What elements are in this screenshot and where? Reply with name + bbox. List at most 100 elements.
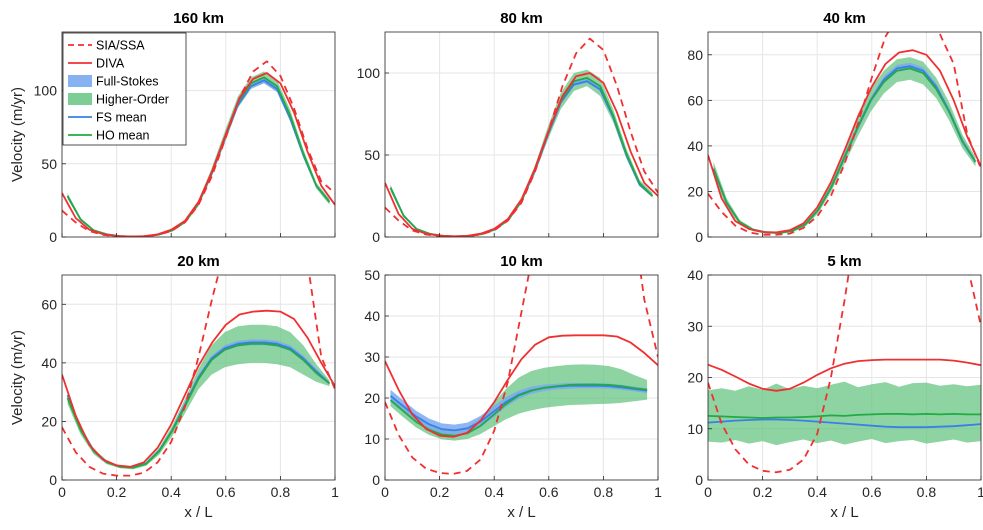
plot-area <box>62 60 335 237</box>
panel-title: 40 km <box>823 10 866 27</box>
y-tick-label: 80 <box>687 47 703 63</box>
y-tick-label: 60 <box>687 92 703 108</box>
chart-panel-4: 0 20 40 60 0 0.2 0.4 0.6 0.8 1 20 km x / L Velocity … <box>9 253 339 521</box>
y-tick-label: 100 <box>357 65 381 81</box>
x-tick-label: 0.6 <box>216 484 236 500</box>
panel-title: 80 km <box>500 10 543 27</box>
y-tick-label: 100 <box>34 83 58 99</box>
series-sia <box>62 275 335 477</box>
y-tick-label: 0 <box>695 472 703 488</box>
series-sia <box>62 60 335 237</box>
y-tick-label: 30 <box>364 349 380 365</box>
axes-box <box>61 274 336 481</box>
legend: SIA/SSA DIVA Full-Stokes Higher-Order FS mea… <box>62 32 187 146</box>
y-tick-label: 20 <box>364 390 380 406</box>
legend-label: FS mean <box>96 111 147 125</box>
x-tick-label: 0.8 <box>594 484 614 500</box>
x-axis-label: x / L <box>507 504 535 521</box>
y-tick-label: 40 <box>687 138 703 154</box>
x-tick-label: 0 <box>58 484 66 500</box>
chart-panel-6: 0 10 20 30 40 0 0.2 0.4 0.6 0.8 1 5 km x / L <box>687 253 983 521</box>
plot-area <box>708 32 981 236</box>
plot-area <box>385 275 658 475</box>
series-sia <box>708 32 981 236</box>
axes-box <box>384 31 659 238</box>
plot-area <box>385 37 658 237</box>
legend-label: Higher-Order <box>96 93 169 107</box>
series-ho-mean <box>389 77 654 237</box>
y-tick-label: 50 <box>41 156 57 172</box>
x-tick-label: 1 <box>977 484 983 500</box>
panel-title: 160 km <box>173 10 224 27</box>
series-diva <box>708 358 981 392</box>
x-axis-label: x / L <box>184 504 212 521</box>
axes-box <box>61 31 336 238</box>
x-axis-label: x / L <box>830 504 858 521</box>
y-tick-label: 0 <box>372 472 380 488</box>
chart-panel-2: 0 50 100 80 km <box>357 10 659 245</box>
x-tick-label: 0.8 <box>271 484 291 500</box>
y-tick-label: 20 <box>41 413 57 429</box>
y-tick-label: 0 <box>49 472 57 488</box>
y-tick-label: 20 <box>687 183 703 199</box>
chart-panel-5: 0 10 20 30 40 50 0 0.2 0.4 0.6 0.8 1 10 km x / L <box>364 253 662 521</box>
x-tick-label: 0.4 <box>484 484 504 500</box>
series-fs-mean <box>708 418 981 429</box>
plot-area <box>62 275 335 477</box>
legend-label: HO mean <box>96 129 150 143</box>
y-tick-label: 0 <box>695 229 703 245</box>
panel-title: 20 km <box>177 253 220 270</box>
x-tick-label: 0.4 <box>161 484 181 500</box>
series-ho-mean <box>708 412 981 419</box>
series-ho-mean <box>389 383 648 437</box>
y-tick-label: 40 <box>687 267 703 283</box>
y-tick-label: 10 <box>687 421 703 437</box>
plot-area <box>708 275 981 474</box>
panel-title: 10 km <box>500 253 543 270</box>
y-axis-label: Velocity (m/yr) <box>9 330 26 425</box>
y-tick-label: 60 <box>41 296 57 312</box>
band-ho-band <box>390 69 653 237</box>
y-tick-label: 50 <box>364 267 380 283</box>
legend-label: DIVA <box>96 57 125 71</box>
legend-box <box>62 32 187 146</box>
x-tick-label: 0.2 <box>753 484 773 500</box>
legend-label: Full-Stokes <box>96 75 159 89</box>
y-tick-label: 50 <box>364 147 380 163</box>
chart-panel-3: 0 20 40 60 80 40 km <box>687 10 982 245</box>
y-tick-label: 10 <box>364 431 380 447</box>
series-sia <box>385 275 658 475</box>
x-tick-label: 0.6 <box>539 484 559 500</box>
x-tick-label: 0.2 <box>430 484 450 500</box>
band-fs-band <box>390 77 653 237</box>
x-tick-label: 0.4 <box>807 484 827 500</box>
y-axis-label: Velocity (m/yr) <box>9 87 26 182</box>
y-tick-label: 40 <box>364 308 380 324</box>
x-tick-label: 0.8 <box>917 484 937 500</box>
y-tick-label: 30 <box>687 318 703 334</box>
x-tick-label: 1 <box>331 484 339 500</box>
band-ho-band <box>67 324 330 470</box>
x-tick-label: 1 <box>654 484 662 500</box>
band-ho-band <box>708 381 981 446</box>
y-tick-label: 40 <box>41 355 57 371</box>
axes-box <box>384 274 659 481</box>
series-diva <box>385 334 658 438</box>
series-diva <box>708 49 981 234</box>
legend-swatch-ho-band <box>68 93 92 105</box>
y-tick-label: 20 <box>687 370 703 386</box>
panel-title: 5 km <box>827 253 861 270</box>
chart-panel-1: 0 50 100 160 km Velocity (m/yr) <box>9 10 336 245</box>
legend-swatch-fs-band <box>68 75 92 87</box>
series-diva <box>62 309 335 468</box>
series-sia <box>708 275 981 474</box>
y-tick-label: 0 <box>49 229 57 245</box>
axes-box <box>707 31 982 238</box>
x-tick-label: 0 <box>704 484 712 500</box>
legend-label: SIA/SSA <box>96 39 145 53</box>
x-tick-label: 0.2 <box>107 484 127 500</box>
series-sia <box>385 37 658 237</box>
x-tick-label: 0.6 <box>862 484 882 500</box>
x-tick-label: 0 <box>381 484 389 500</box>
